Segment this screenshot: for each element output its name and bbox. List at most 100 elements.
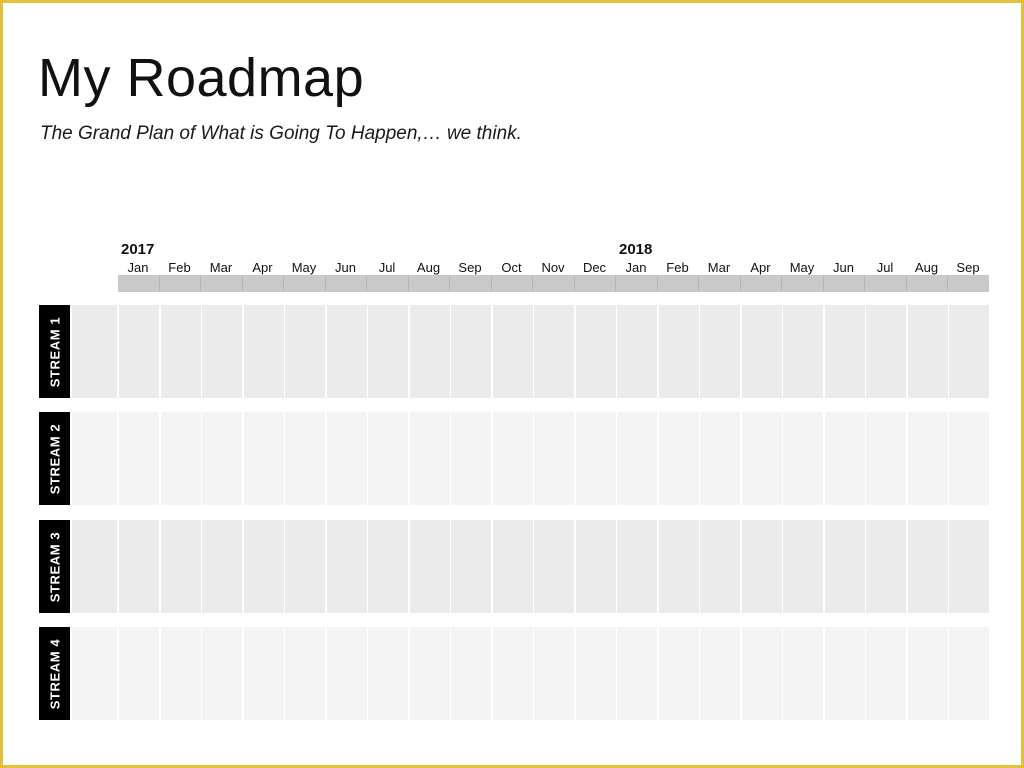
roadmap-cell[interactable]	[534, 520, 574, 613]
roadmap-cell[interactable]	[617, 305, 657, 398]
roadmap-cell[interactable]	[409, 520, 450, 613]
roadmap-cell[interactable]	[949, 627, 989, 720]
stream-lead-cell[interactable]	[72, 305, 117, 398]
roadmap-cell[interactable]	[160, 305, 201, 398]
roadmap-cell[interactable]	[700, 627, 740, 720]
roadmap-cell[interactable]	[492, 627, 533, 720]
roadmap-cell[interactable]	[285, 627, 325, 720]
stream-label: STREAM 1	[39, 305, 70, 398]
roadmap-cell[interactable]	[783, 627, 823, 720]
header-divider	[366, 275, 367, 292]
roadmap-cell[interactable]	[326, 627, 367, 720]
roadmap-cell[interactable]	[285, 412, 325, 505]
roadmap-cell[interactable]	[575, 520, 616, 613]
header-divider	[324, 275, 326, 292]
roadmap-cell[interactable]	[451, 627, 491, 720]
roadmap-cell[interactable]	[824, 305, 865, 398]
header-divider	[200, 275, 201, 292]
roadmap-cell[interactable]	[160, 627, 201, 720]
roadmap-cell[interactable]	[243, 627, 284, 720]
roadmap-cell[interactable]	[783, 520, 823, 613]
month-label: Sep	[956, 260, 980, 275]
roadmap-cell[interactable]	[119, 412, 159, 505]
roadmap-cell[interactable]	[866, 520, 906, 613]
header-divider	[532, 275, 533, 292]
roadmap-cell[interactable]	[741, 305, 782, 398]
roadmap-cell[interactable]	[658, 627, 699, 720]
roadmap-cell[interactable]	[285, 305, 325, 398]
roadmap-cell[interactable]	[907, 627, 948, 720]
roadmap-cell[interactable]	[451, 412, 491, 505]
roadmap-cell[interactable]	[700, 412, 740, 505]
roadmap-cell[interactable]	[119, 627, 159, 720]
roadmap-cell[interactable]	[119, 520, 159, 613]
roadmap-cell[interactable]	[492, 520, 533, 613]
roadmap-cell[interactable]	[451, 305, 491, 398]
stream-label: STREAM 4	[39, 627, 70, 720]
roadmap-cell[interactable]	[658, 412, 699, 505]
stream-lead-cell[interactable]	[72, 412, 117, 505]
year-label: 2018	[619, 241, 653, 258]
roadmap-cell[interactable]	[492, 305, 533, 398]
roadmap-cell[interactable]	[119, 305, 159, 398]
roadmap-cell[interactable]	[326, 305, 367, 398]
roadmap-cell[interactable]	[949, 305, 989, 398]
roadmap-cell[interactable]	[160, 520, 201, 613]
roadmap-cell[interactable]	[617, 627, 657, 720]
year-label: 2017	[121, 241, 155, 258]
roadmap-cell[interactable]	[534, 412, 574, 505]
roadmap-cell[interactable]	[907, 520, 948, 613]
roadmap-cell[interactable]	[824, 520, 865, 613]
roadmap-cell[interactable]	[326, 412, 367, 505]
header-divider	[905, 275, 907, 292]
roadmap-cell[interactable]	[243, 520, 284, 613]
roadmap-cell[interactable]	[866, 305, 906, 398]
roadmap-cell[interactable]	[741, 520, 782, 613]
roadmap-cell[interactable]	[949, 520, 989, 613]
stream-lead-cell[interactable]	[72, 627, 117, 720]
header-divider	[490, 275, 492, 292]
roadmap-cell[interactable]	[783, 305, 823, 398]
roadmap-cell[interactable]	[160, 412, 201, 505]
roadmap-cell[interactable]	[741, 627, 782, 720]
roadmap-cell[interactable]	[243, 305, 284, 398]
roadmap-cell[interactable]	[617, 520, 657, 613]
roadmap-cell[interactable]	[575, 412, 616, 505]
roadmap-cell[interactable]	[949, 412, 989, 505]
roadmap-cell[interactable]	[409, 412, 450, 505]
roadmap-cell[interactable]	[907, 305, 948, 398]
roadmap-cell[interactable]	[326, 520, 367, 613]
month-label: May	[789, 260, 815, 275]
roadmap-cell[interactable]	[741, 412, 782, 505]
roadmap-cell[interactable]	[243, 412, 284, 505]
roadmap-cell[interactable]	[368, 520, 408, 613]
roadmap-cell[interactable]	[409, 627, 450, 720]
roadmap-cell[interactable]	[866, 627, 906, 720]
roadmap-cell[interactable]	[700, 305, 740, 398]
roadmap-cell[interactable]	[700, 520, 740, 613]
roadmap-cell[interactable]	[534, 627, 574, 720]
roadmap-cell[interactable]	[783, 412, 823, 505]
roadmap-cell[interactable]	[824, 412, 865, 505]
roadmap-cell[interactable]	[202, 305, 242, 398]
roadmap-cell[interactable]	[451, 520, 491, 613]
roadmap-cell[interactable]	[824, 627, 865, 720]
roadmap-cell[interactable]	[202, 627, 242, 720]
roadmap-cell[interactable]	[575, 627, 616, 720]
roadmap-cell[interactable]	[368, 627, 408, 720]
roadmap-cell[interactable]	[866, 412, 906, 505]
roadmap-cell[interactable]	[202, 412, 242, 505]
roadmap-cell[interactable]	[907, 412, 948, 505]
roadmap-cell[interactable]	[492, 412, 533, 505]
roadmap-cell[interactable]	[368, 412, 408, 505]
roadmap-cell[interactable]	[617, 412, 657, 505]
roadmap-cell[interactable]	[658, 305, 699, 398]
roadmap-cell[interactable]	[202, 520, 242, 613]
roadmap-cell[interactable]	[409, 305, 450, 398]
roadmap-cell[interactable]	[368, 305, 408, 398]
stream-lead-cell[interactable]	[72, 520, 117, 613]
roadmap-cell[interactable]	[534, 305, 574, 398]
roadmap-cell[interactable]	[658, 520, 699, 613]
roadmap-cell[interactable]	[285, 520, 325, 613]
roadmap-cell[interactable]	[575, 305, 616, 398]
